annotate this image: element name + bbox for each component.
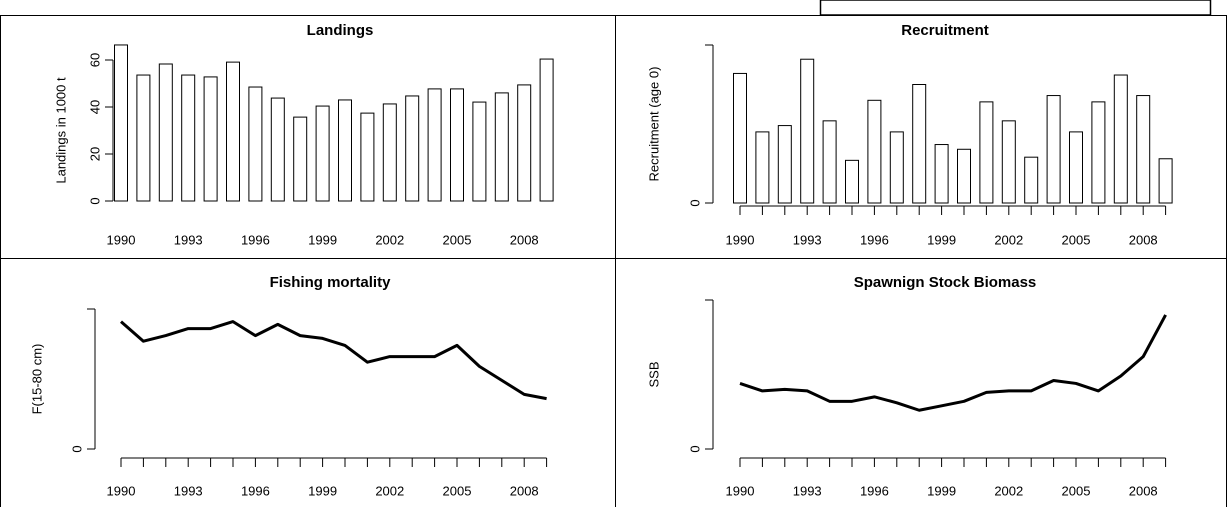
bar [777,125,792,204]
chart-title: Fishing mortality [270,274,392,291]
bar [382,103,397,202]
bar [755,131,770,204]
bar [270,97,285,202]
bar [472,101,487,202]
x-tick-label: 2005 [443,232,472,247]
x-tick-label: 2008 [510,232,539,247]
chart-title: Landings [307,22,374,39]
bar [248,86,263,202]
bar [136,74,151,202]
bar [1091,101,1106,204]
bar [889,131,904,204]
bar [494,92,509,202]
bar [1113,74,1128,204]
bar [800,58,815,204]
bar [1024,156,1039,204]
bar [181,74,196,202]
bar [338,99,352,202]
x-tick-label: 1993 [793,483,822,498]
bar [1069,131,1083,204]
x-tick-label: 2008 [1129,232,1158,247]
x-tick-label: 2002 [994,483,1023,498]
x-tick-label: 2002 [375,483,404,498]
bar [539,58,554,202]
bar [315,105,330,202]
y-tick-label: 0 [87,197,102,204]
x-tick-label: 2002 [994,232,1023,247]
bar [405,95,420,202]
chart-title: Spawnign Stock Biomass [854,274,1037,291]
chart-title: Recruitment [901,22,989,39]
line [120,320,547,401]
legend-box [819,0,1212,16]
y-tick-label: 0 [69,445,84,452]
bar [845,159,859,204]
x-tick-label: 2008 [510,483,539,498]
bar [912,84,927,204]
bar [203,76,218,202]
y-tick-label: 0 [687,199,702,206]
bar [517,84,532,202]
x-tick-label: 1999 [927,483,956,498]
x-tick-label: 2005 [1062,483,1091,498]
bar [293,116,308,202]
x-tick-label: 1993 [793,232,822,247]
y-tick-label: 40 [87,100,102,114]
y-axis-label: SSB [646,361,661,387]
bar [1136,95,1151,204]
x-tick-label: 1996 [860,232,889,247]
x-tick-label: 1996 [241,483,270,498]
bar [114,44,128,202]
y-axis-label: Recruitment (age 0) [646,67,661,182]
y-tick-label: 60 [87,53,102,67]
x-tick-label: 2002 [375,232,404,247]
y-axis-label: Landings in 1000 t [53,77,68,184]
x-tick-label: 1999 [308,483,337,498]
bar [226,61,240,202]
bar [934,144,949,204]
bar [450,88,464,202]
x-tick-label: 1990 [107,232,136,247]
bar [822,120,837,204]
x-tick-label: 1996 [860,483,889,498]
x-tick-label: 1996 [241,232,270,247]
bar [979,101,994,204]
x-tick-label: 2008 [1129,483,1158,498]
bar [1046,95,1061,204]
bar [867,99,882,204]
x-tick-label: 1990 [107,483,136,498]
line [739,314,1167,412]
bar [1001,120,1016,204]
x-tick-label: 1993 [174,483,203,498]
x-tick-label: 2005 [443,483,472,498]
bar [957,148,971,204]
y-tick-label: 0 [687,445,702,452]
x-tick-label: 1990 [726,483,755,498]
bar [158,63,173,202]
x-tick-label: 1999 [308,232,337,247]
bar [733,72,747,204]
x-tick-label: 1990 [726,232,755,247]
y-axis-label: F(15-80 cm) [29,344,44,415]
bar [427,88,442,202]
bar [360,112,375,202]
x-tick-label: 1993 [174,232,203,247]
x-tick-label: 1999 [927,232,956,247]
x-tick-label: 2005 [1062,232,1091,247]
bar [1158,158,1173,204]
y-tick-label: 20 [87,147,102,161]
